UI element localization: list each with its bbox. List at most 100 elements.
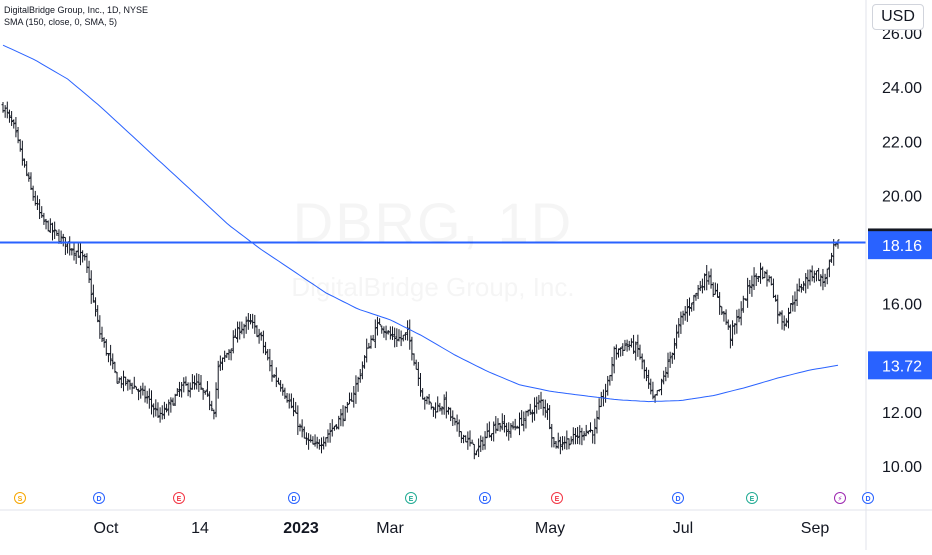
- ohlc-bar: [664, 366, 668, 382]
- event-marker-letter: E: [750, 496, 755, 503]
- ohlc-bar: [543, 399, 547, 418]
- ohlc-bar: [14, 117, 18, 138]
- ohlc-bar: [397, 329, 401, 342]
- ohlc-bar: [68, 236, 72, 256]
- ohlc-bar: [317, 439, 321, 450]
- ohlc-bar: [715, 283, 719, 298]
- event-marker-circle: [746, 492, 758, 504]
- ohlc-bar: [10, 111, 14, 126]
- ohlc-bar: [173, 393, 177, 406]
- event-marker-circle: [14, 492, 26, 504]
- ohlc-bar: [782, 315, 786, 331]
- ohlc-bar: [261, 330, 265, 354]
- event-marker[interactable]: D: [479, 492, 491, 504]
- ohlc-bar: [477, 438, 481, 458]
- ohlc-bar: [490, 433, 494, 441]
- ohlc-bar: [636, 334, 640, 357]
- ohlc-bar: [466, 431, 470, 450]
- ohlc-bar: [694, 292, 698, 301]
- ohlc-bar: [597, 398, 601, 420]
- ohlc-bar: [606, 375, 610, 396]
- ohlc-bar: [229, 348, 233, 361]
- legend-indicator[interactable]: SMA (150, close, 0, SMA, 5): [4, 17, 118, 27]
- time-tick-label: Oct: [94, 520, 119, 537]
- ohlc-bar: [193, 375, 197, 390]
- ohlc-bar: [94, 297, 98, 317]
- event-marker[interactable]: S: [14, 492, 26, 504]
- event-marker[interactable]: E: [746, 492, 758, 504]
- ohlc-bar: [825, 268, 829, 285]
- ohlc-bar: [403, 332, 407, 341]
- ohlc-bar: [571, 427, 575, 445]
- ohlc-bar: [672, 338, 676, 360]
- close-price-badge-bg: [868, 231, 932, 260]
- ohlc-bar: [662, 370, 666, 385]
- ohlc-bar: [289, 393, 293, 409]
- ohlc-bar: [621, 343, 625, 356]
- event-marker-circle: [551, 492, 563, 504]
- ohlc-bar: [16, 126, 20, 144]
- ohlc-bar: [759, 262, 763, 284]
- event-marker-letter: D: [675, 496, 680, 503]
- chart-legend[interactable]: DigitalBridge Group, Inc., 1D, NYSE SMA …: [4, 4, 148, 28]
- event-marker[interactable]: ⚡: [834, 492, 846, 504]
- event-marker-letter: D: [865, 496, 870, 503]
- ohlc-bar: [171, 397, 175, 406]
- event-marker[interactable]: E: [551, 492, 563, 504]
- ohlc-bar: [167, 399, 171, 416]
- ohlc-bar: [160, 405, 164, 420]
- ohlc-bar: [197, 373, 201, 392]
- ohlc-bar: [50, 222, 54, 241]
- event-marker[interactable]: D: [862, 492, 874, 504]
- ohlc-bar: [233, 328, 237, 339]
- ohlc-bar: [72, 242, 76, 261]
- event-marker[interactable]: D: [288, 492, 300, 504]
- ohlc-bar: [182, 377, 186, 393]
- ohlc-bar: [367, 342, 371, 349]
- event-marker[interactable]: E: [405, 492, 417, 504]
- ohlc-bar: [276, 377, 280, 385]
- currency-button[interactable]: USD: [872, 4, 924, 30]
- ohlc-bar: [371, 334, 375, 341]
- ohlc-bar: [328, 422, 332, 443]
- ohlc-bar: [143, 385, 147, 403]
- ohlc-bar: [576, 426, 580, 445]
- close-price-badge-text: 18.16: [882, 238, 922, 255]
- time-axis[interactable]: Oct 14 2023 Mar May Jul Sep: [0, 509, 932, 537]
- ohlc-bar: [320, 437, 324, 454]
- ohlc-bar: [446, 406, 450, 415]
- ohlc-bar: [238, 321, 242, 340]
- ohlc-bar: [91, 284, 95, 303]
- price-axis[interactable]: 10.0012.0014.0016.0018.0020.0022.0024.00…: [865, 0, 922, 550]
- ohlc-bar: [149, 390, 153, 415]
- ohlc-bar: [537, 395, 541, 410]
- event-marker-circle: [93, 492, 105, 504]
- ohlc-bar: [425, 395, 429, 405]
- ohlc-bar: [326, 429, 330, 443]
- ohlc-bar: [472, 444, 476, 460]
- event-marker[interactable]: D: [93, 492, 105, 504]
- ohlc-bar: [360, 361, 364, 380]
- ohlc-bar: [63, 236, 67, 255]
- event-marker[interactable]: E: [173, 492, 185, 504]
- ohlc-bar: [625, 339, 629, 352]
- ohlc-bar: [375, 316, 379, 336]
- ohlc-bar: [498, 422, 502, 432]
- ohlc-bar: [225, 352, 229, 358]
- ohlc-bar: [98, 315, 102, 339]
- ohlc-bar: [789, 303, 793, 314]
- ohlc-bar: [739, 301, 743, 326]
- ohlc-bar: [619, 347, 623, 357]
- ohlc-bar: [115, 371, 119, 384]
- legend-symbol[interactable]: DigitalBridge Group, Inc., 1D, NYSE: [4, 5, 149, 15]
- ohlc-bar: [128, 379, 132, 390]
- ohlc-bar: [468, 430, 472, 447]
- ohlc-bar: [358, 368, 362, 383]
- event-marker[interactable]: D: [672, 492, 684, 504]
- ohlc-bar: [728, 324, 732, 349]
- ohlc-bar: [419, 372, 422, 397]
- events-row: S D E D E D E D E ⚡ D: [14, 492, 874, 504]
- ohlc-bar: [253, 314, 257, 334]
